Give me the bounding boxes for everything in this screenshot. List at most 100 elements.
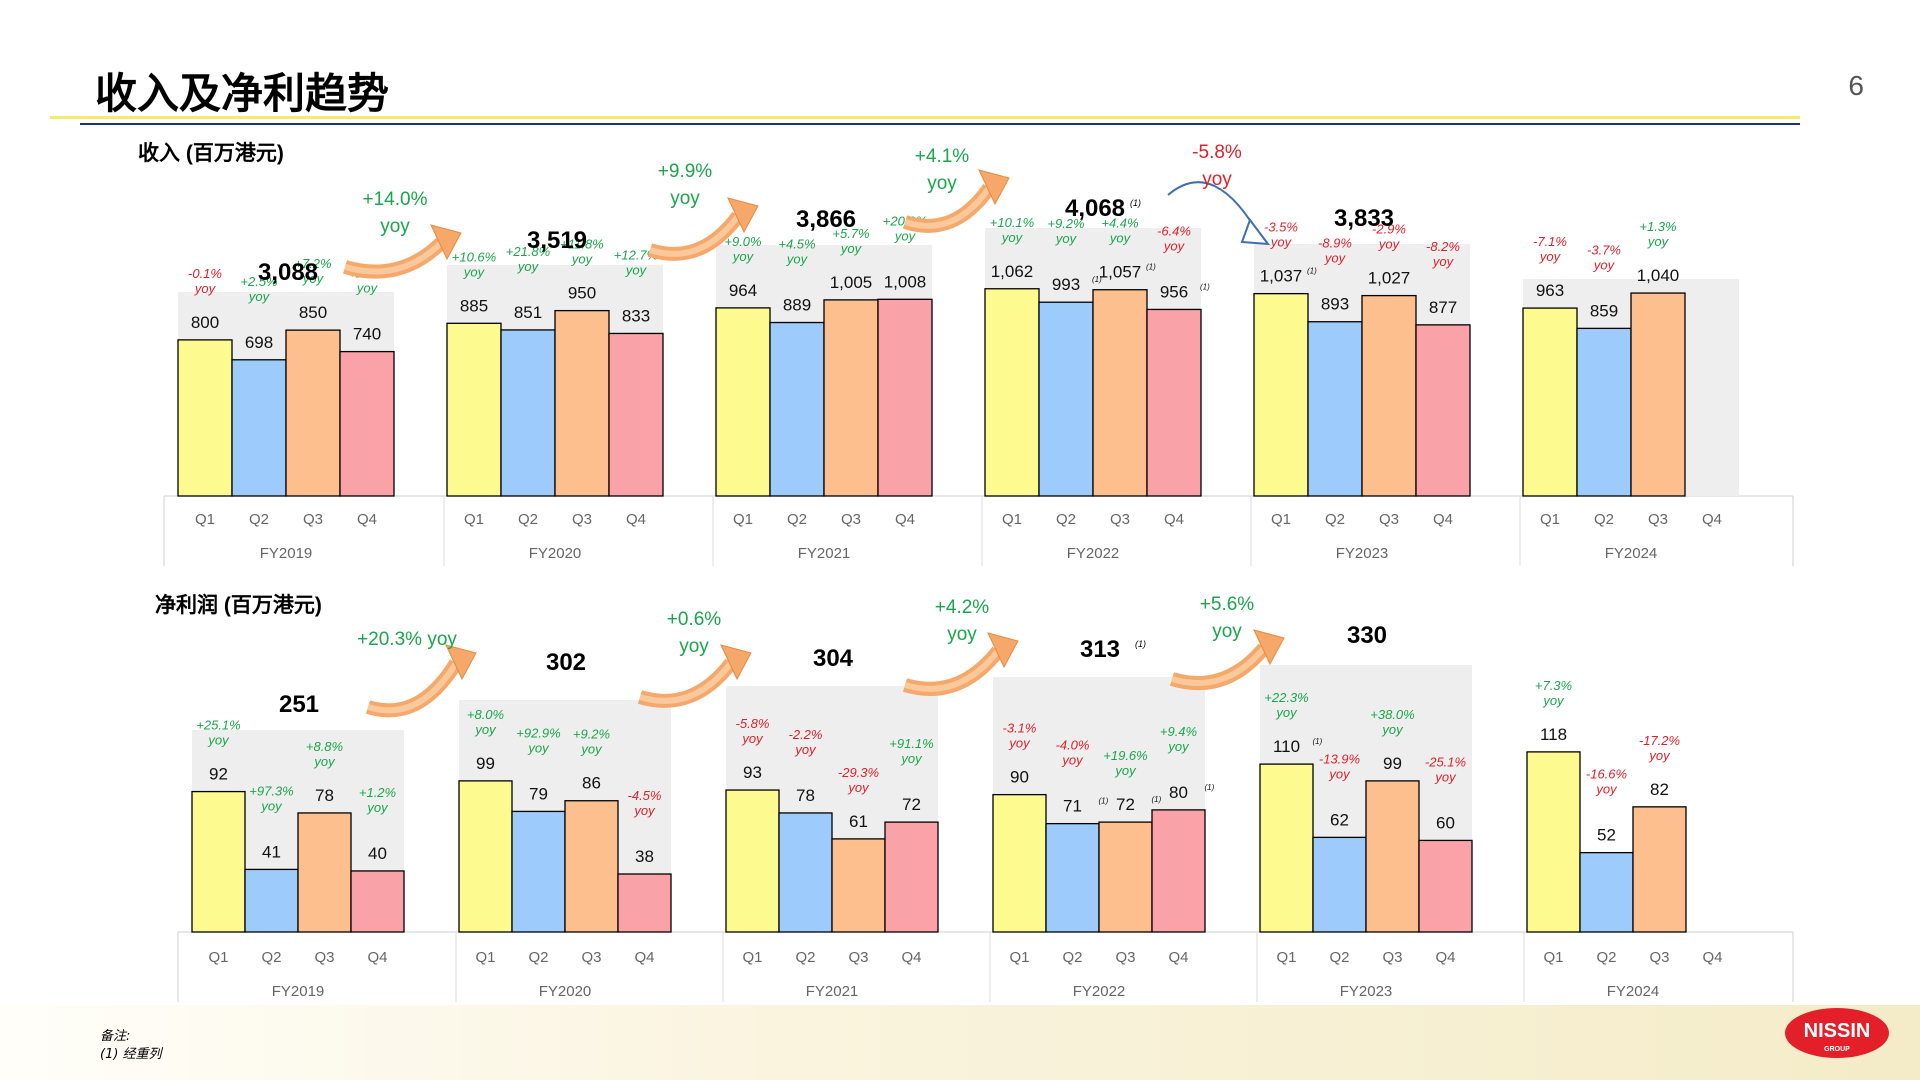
- value-label: 72: [1116, 795, 1135, 814]
- yoy-percent: +25.1%: [196, 718, 240, 733]
- yoy-unit: yoy: [794, 742, 817, 757]
- yoy-unit: yoy: [527, 740, 550, 755]
- growth-arrow-highlight: [649, 214, 741, 257]
- restated-marker: (1): [1146, 263, 1156, 272]
- bar: [231, 359, 287, 497]
- yoy-unit: yoy: [1595, 782, 1618, 797]
- value-label: 893: [1321, 295, 1349, 314]
- quarter-label: Q3: [581, 949, 601, 966]
- footnote-title: 备注:: [100, 1029, 131, 1044]
- value-label: 877: [1429, 298, 1457, 317]
- title-divider-blue: [80, 123, 1800, 125]
- quarter-label: Q4: [901, 949, 921, 966]
- yoy-unit: yoy: [248, 289, 271, 304]
- quarter-label: Q4: [895, 511, 915, 528]
- yoy-percent: -25.1%: [1425, 754, 1466, 769]
- annual-total: 251: [279, 691, 319, 718]
- growth-arrow-highlight: [367, 661, 459, 714]
- growth-unit: yoy: [380, 216, 410, 237]
- yoy-percent: -8.2%: [1426, 239, 1460, 254]
- value-label: 963: [1536, 281, 1564, 300]
- restated-marker: (1): [1200, 282, 1210, 291]
- yoy-unit: yoy: [1055, 231, 1078, 246]
- bar: [725, 789, 780, 933]
- growth-percent: -5.8%: [1192, 142, 1242, 163]
- yoy-percent: +1.3%: [1639, 219, 1676, 234]
- yoy-unit: yoy: [1648, 748, 1671, 763]
- yoy-percent: -5.8%: [736, 716, 770, 731]
- value-label: 1,057: [1099, 263, 1142, 282]
- quarter-label: Q4: [1168, 949, 1188, 966]
- growth-arrow-highlight: [904, 649, 1001, 692]
- fiscal-year-label: FY2019: [272, 983, 325, 1000]
- yoy-percent: -4.0%: [1056, 738, 1090, 753]
- annual-total: 3,866: [796, 206, 856, 233]
- annual-total: 3,519: [527, 227, 587, 254]
- bar: [244, 868, 299, 933]
- quarter-label: Q2: [261, 949, 281, 966]
- value-label: 99: [1383, 754, 1402, 773]
- yoy-percent: +19.6%: [1103, 748, 1147, 763]
- value-label: 859: [1590, 301, 1618, 320]
- yoy-percent: +9.0%: [724, 234, 761, 249]
- bar: [500, 329, 556, 497]
- yoy-percent: +1.2%: [359, 785, 396, 800]
- quarter-label: Q1: [464, 511, 484, 528]
- yoy-percent: -4.5%: [628, 788, 662, 803]
- yoy-unit: yoy: [571, 252, 594, 267]
- bar: [884, 821, 939, 933]
- yoy-percent: -17.2%: [1639, 733, 1680, 748]
- value-label: 1,027: [1368, 269, 1411, 288]
- growth-percent: +0.6%: [667, 609, 722, 630]
- value-label: 889: [783, 296, 811, 315]
- yoy-unit: yoy: [1647, 234, 1670, 249]
- yoy-percent: +2.5%: [240, 274, 277, 289]
- growth-percent: +4.2%: [935, 597, 990, 618]
- growth-percent: +4.1%: [915, 146, 970, 167]
- quarter-label: Q4: [1433, 511, 1453, 528]
- yoy-percent: +21.8%: [506, 244, 550, 259]
- yoy-unit: yoy: [625, 262, 648, 277]
- bar: [1098, 821, 1153, 933]
- restated-marker: (1): [1130, 198, 1141, 208]
- yoy-unit: yoy: [1328, 766, 1351, 781]
- quarter-label: Q4: [626, 511, 646, 528]
- quarter-label: Q4: [357, 511, 377, 528]
- growth-arrow-highlight: [1171, 646, 1267, 687]
- yoy-percent: +4.4%: [1101, 216, 1138, 231]
- page-title: 收入及净利趋势: [95, 69, 390, 118]
- yoy-unit: yoy: [894, 228, 917, 243]
- yoy-unit: yoy: [207, 733, 230, 748]
- growth-arrow-highlight: [639, 661, 734, 704]
- yoy-percent: +91.1%: [889, 736, 933, 751]
- yoy-percent: +7.2%: [294, 256, 331, 271]
- yoy-percent: -6.4%: [1157, 223, 1191, 238]
- value-label: 851: [514, 303, 542, 322]
- yoy-unit: yoy: [1539, 249, 1562, 264]
- yoy-unit: yoy: [900, 751, 923, 766]
- yoy-unit: yoy: [1061, 753, 1084, 768]
- value-label: 40: [368, 844, 387, 863]
- annual-total: 3,088: [258, 259, 318, 286]
- value-label: 1,008: [884, 272, 927, 291]
- value-label: 62: [1330, 810, 1349, 829]
- logo-wordmark: NISSIN: [1804, 1020, 1871, 1042]
- yoy-percent: -13.9%: [1319, 751, 1360, 766]
- restated-marker: (1): [1307, 267, 1317, 276]
- growth-unit: yoy: [1212, 621, 1242, 642]
- panel-title: 收入 (百万港元): [138, 141, 284, 165]
- yoy-unit: yoy: [1001, 230, 1024, 245]
- growth-unit: yoy: [670, 188, 700, 209]
- growth-arrow-head: [978, 169, 1010, 206]
- fiscal-year-label: FY2020: [529, 545, 582, 562]
- restated-marker: (1): [1099, 797, 1109, 806]
- value-label: 740: [353, 325, 381, 344]
- bar: [1361, 294, 1417, 497]
- annual-total: 3,833: [1334, 205, 1394, 232]
- value-label: 92: [209, 765, 228, 784]
- bar: [1253, 292, 1309, 497]
- annual-total: 4,068: [1065, 195, 1125, 222]
- yoy-unit: yoy: [194, 281, 217, 296]
- yoy-unit: yoy: [1381, 722, 1404, 737]
